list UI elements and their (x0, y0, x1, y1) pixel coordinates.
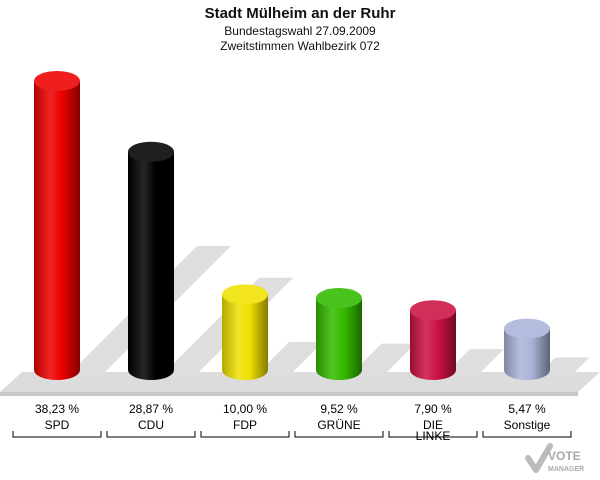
category-label: LINKE (416, 429, 451, 443)
bar-shadow (443, 349, 504, 376)
axis-bracket (200, 431, 290, 438)
bar-spd (34, 80, 80, 380)
value-label: 10,00 % (223, 402, 267, 416)
value-label: 28,87 % (129, 402, 173, 416)
bar-top (34, 70, 80, 91)
checkmark-icon (525, 443, 553, 473)
chart-subtitle-election: Bundestagswahl 27.09.2009 (224, 24, 376, 38)
bar-sonstige (504, 328, 550, 380)
bar-top (222, 284, 268, 305)
bar-cdu (128, 151, 174, 380)
bar-fdp (222, 294, 268, 380)
chart-subtitle-district: Zweitstimmen Wahlbezirk 072 (220, 39, 380, 53)
logo-text-vote: VOTE (548, 449, 581, 463)
bar-shadow (255, 341, 324, 376)
value-label: 5,47 % (508, 402, 546, 416)
axis-bracket (388, 431, 478, 438)
value-label: 7,90 % (414, 402, 452, 416)
axis-bracket (294, 431, 384, 438)
value-label: 38,23 % (35, 402, 79, 416)
bar-top (504, 318, 550, 339)
bar-shadow (349, 343, 416, 376)
axis-bracket (12, 431, 102, 438)
bar-top (316, 288, 362, 309)
bar-grüne (316, 298, 362, 380)
category-label: Sonstige (504, 418, 551, 432)
axis-bracket (106, 431, 196, 438)
category-label: CDU (138, 418, 164, 432)
bar-shadow (537, 357, 590, 376)
logo-text-manager: MANAGER (548, 466, 584, 473)
chart-title: Stadt Mülheim an der Ruhr (204, 5, 396, 22)
vote-manager-logo: VOTE MANAGER (525, 443, 584, 473)
category-label: SPD (45, 418, 70, 432)
category-label: FDP (233, 418, 257, 432)
bar-top (128, 141, 174, 162)
bar-die-linke (410, 310, 456, 380)
axis-bracket (482, 431, 572, 438)
category-label: DIE (423, 418, 443, 432)
chart-floor-edge (0, 392, 578, 396)
category-label: GRÜNE (317, 418, 360, 432)
bar-top (410, 300, 456, 321)
value-label: 9,52 % (320, 402, 358, 416)
